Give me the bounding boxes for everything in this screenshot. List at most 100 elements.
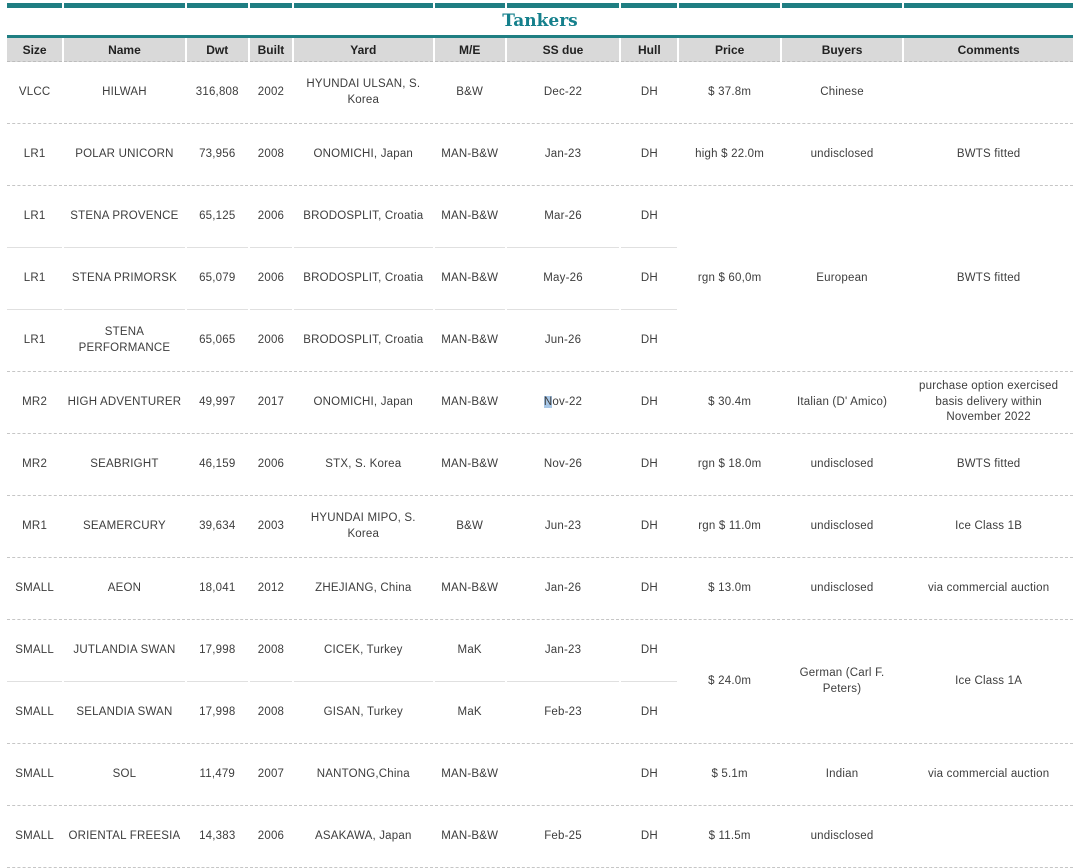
cell-name: HIGH ADVENTURER (64, 372, 185, 434)
cell-yard: GISAN, Turkey (294, 682, 433, 744)
cell-built: 2006 (249, 310, 293, 372)
cell-built: 2002 (249, 62, 293, 124)
cell-ss-due: Mar-26 (506, 186, 620, 248)
cell-name: HILWAH (64, 62, 185, 124)
cell-price: $ 37.8m (679, 62, 780, 124)
ss-due-rest: ov-22 (552, 395, 583, 408)
cell-size: SMALL (7, 806, 63, 868)
cell-name: AEON (64, 558, 185, 620)
cell-price: $ 13.0m (679, 558, 780, 620)
cell-name: STENA PRIMORSK (64, 248, 185, 310)
cell-name: POLAR UNICORN (64, 124, 185, 186)
cell-me: MAN-B&W (434, 806, 505, 868)
cell-yard: BRODOSPLIT, Croatia (294, 248, 433, 310)
cell-dwt: 17,998 (186, 620, 248, 682)
cell-ss-due: Feb-25 (506, 806, 620, 868)
table-row: SMALL AEON 18,041 2012 ZHEJIANG, China M… (7, 558, 1073, 620)
cell-hull: DH (621, 434, 678, 496)
cell-dwt: 73,956 (186, 124, 248, 186)
header-row: Size Name Dwt Built Yard M/E SS due Hull… (7, 38, 1073, 62)
cell-name: ORIENTAL FREESIA (64, 806, 185, 868)
col-header-price: Price (679, 38, 780, 62)
cell-comments (904, 806, 1073, 868)
cell-dwt: 49,997 (186, 372, 248, 434)
accent-segment (506, 3, 620, 8)
cell-me: MaK (434, 620, 505, 682)
cell-price-merged: $ 24.0m (679, 620, 780, 744)
cell-built: 2006 (249, 248, 293, 310)
col-header-buyers: Buyers (781, 38, 903, 62)
accent-segment (294, 3, 433, 8)
cell-name: STENA PROVENCE (64, 186, 185, 248)
cell-dwt: 18,041 (186, 558, 248, 620)
cell-price: rgn $ 18.0m (679, 434, 780, 496)
cell-ss-due: Dec-22 (506, 62, 620, 124)
col-header-hull: Hull (621, 38, 678, 62)
cell-yard: ONOMICHI, Japan (294, 372, 433, 434)
cell-yard: NANTONG,China (294, 744, 433, 806)
cell-name: SELANDIA SWAN (64, 682, 185, 744)
cell-ss-due: Jan-23 (506, 620, 620, 682)
accent-segment (679, 3, 780, 8)
cell-hull: DH (621, 558, 678, 620)
col-header-dwt: Dwt (186, 38, 248, 62)
cell-ss-due: Jan-23 (506, 124, 620, 186)
cell-hull: DH (621, 806, 678, 868)
cell-ss-due: Nov-22 (506, 372, 620, 434)
cell-dwt: 316,808 (186, 62, 248, 124)
table-row: MR1 SEAMERCURY 39,634 2003 HYUNDAI MIPO,… (7, 496, 1073, 558)
cell-buyers-merged: European (781, 186, 903, 372)
col-header-size: Size (7, 38, 63, 62)
cell-price: $ 5.1m (679, 744, 780, 806)
cell-me: MAN-B&W (434, 248, 505, 310)
cell-built: 2008 (249, 682, 293, 744)
cell-buyers: undisclosed (781, 558, 903, 620)
cell-me: MAN-B&W (434, 186, 505, 248)
accent-segment (434, 3, 505, 8)
cell-size: LR1 (7, 248, 63, 310)
cell-buyers: Indian (781, 744, 903, 806)
cell-comments-merged: Ice Class 1A (904, 620, 1073, 744)
cell-dwt: 11,479 (186, 744, 248, 806)
cell-me: MAN-B&W (434, 124, 505, 186)
cell-yard: BRODOSPLIT, Croatia (294, 310, 433, 372)
cell-hull: DH (621, 124, 678, 186)
cell-dwt: 65,125 (186, 186, 248, 248)
cell-ss-due: Nov-26 (506, 434, 620, 496)
accent-segment (621, 3, 678, 8)
cell-hull: DH (621, 620, 678, 682)
table-row: SMALL ORIENTAL FREESIA 14,383 2006 ASAKA… (7, 806, 1073, 868)
cell-comments: BWTS fitted (904, 434, 1073, 496)
cell-comments: purchase option exercised basis delivery… (904, 372, 1073, 434)
cell-dwt: 39,634 (186, 496, 248, 558)
cell-dwt: 17,998 (186, 682, 248, 744)
cell-size: MR1 (7, 496, 63, 558)
cell-yard: STX, S. Korea (294, 434, 433, 496)
table-row: LR1 STENA PRIMORSK 65,079 2006 BRODOSPLI… (7, 248, 1073, 310)
cell-ss-due (506, 744, 620, 806)
cell-comments: via commercial auction (904, 744, 1073, 806)
cell-built: 2006 (249, 434, 293, 496)
col-header-yard: Yard (294, 38, 433, 62)
cell-size: MR2 (7, 372, 63, 434)
cell-price: high $ 22.0m (679, 124, 780, 186)
ss-due-highlight: N (543, 395, 553, 408)
col-header-me: M/E (434, 38, 505, 62)
cell-size: LR1 (7, 310, 63, 372)
cell-yard: BRODOSPLIT, Croatia (294, 186, 433, 248)
cell-size: SMALL (7, 682, 63, 744)
cell-size: SMALL (7, 558, 63, 620)
cell-name: SOL (64, 744, 185, 806)
cell-dwt: 14,383 (186, 806, 248, 868)
cell-me: MaK (434, 682, 505, 744)
cell-buyers: Italian (D' Amico) (781, 372, 903, 434)
cell-size: SMALL (7, 744, 63, 806)
cell-buyers: undisclosed (781, 496, 903, 558)
cell-ss-due: Feb-23 (506, 682, 620, 744)
table-row: SMALL SELANDIA SWAN 17,998 2008 GISAN, T… (7, 682, 1073, 744)
accent-segment (186, 3, 248, 8)
cell-dwt: 65,079 (186, 248, 248, 310)
title-row: Tankers (7, 8, 1073, 38)
table-row: MR2 SEABRIGHT 46,159 2006 STX, S. Korea … (7, 434, 1073, 496)
